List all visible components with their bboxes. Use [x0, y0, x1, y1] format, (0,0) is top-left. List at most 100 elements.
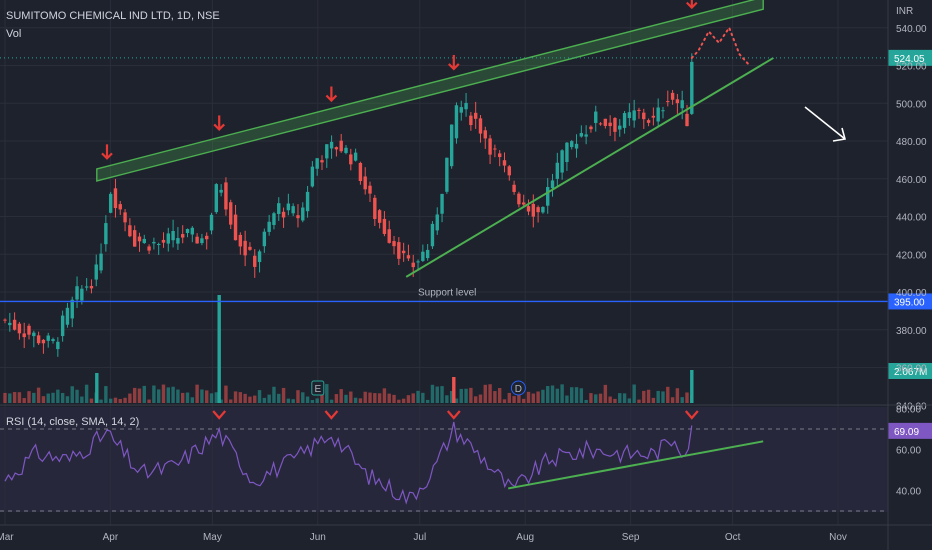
- volume-bar: [22, 398, 26, 403]
- candle-body: [546, 187, 550, 206]
- volume-bar: [27, 391, 31, 403]
- candle-body: [17, 323, 22, 334]
- price-tick-label: 360.00: [896, 364, 927, 375]
- volume-bar: [368, 392, 372, 403]
- volume-bars: [3, 295, 694, 403]
- candle-body: [267, 221, 271, 232]
- candle-body: [118, 204, 122, 210]
- candle-body: [637, 109, 641, 111]
- candle-body: [238, 234, 243, 247]
- candle-body: [3, 319, 7, 321]
- volume-bar: [272, 386, 276, 403]
- candle-body: [454, 105, 459, 139]
- candle-body: [560, 150, 564, 173]
- support-label: Support level: [418, 287, 476, 298]
- volume-bar: [185, 392, 190, 403]
- candle-body: [589, 126, 593, 130]
- candle-body: [507, 166, 511, 176]
- volume-bar: [238, 392, 243, 403]
- candle-body: [123, 212, 127, 223]
- candle-body: [219, 189, 223, 193]
- volume-bar: [277, 393, 281, 403]
- red-arrow-head-icon: [101, 152, 113, 160]
- volume-bar: [646, 389, 651, 403]
- candle-body: [32, 332, 36, 337]
- price-tick-label: 380.00: [896, 326, 927, 337]
- volume-bar: [680, 397, 684, 403]
- candle-body: [613, 118, 617, 132]
- candle-body: [22, 333, 26, 338]
- volume-bar: [666, 386, 670, 403]
- volume-bar: [430, 384, 435, 403]
- rsi-chart: 69.09: [0, 410, 932, 512]
- rsi-pane: [0, 407, 888, 512]
- candle-body: [257, 251, 262, 263]
- candle-body: [421, 251, 425, 261]
- candle-body: [80, 288, 84, 301]
- candle-body: [339, 140, 343, 152]
- price-tick-label: 340.00: [896, 401, 927, 412]
- volume-bar: [296, 390, 300, 403]
- candle-body: [373, 197, 377, 220]
- candle-body: [190, 227, 195, 235]
- volume-bar: [416, 390, 420, 403]
- volume-bar: [305, 396, 310, 403]
- volume-spike: [217, 295, 221, 403]
- symbol-title: SUMITOMO CHEMICAL IND LTD, 1D, NSE: [6, 10, 220, 22]
- volume-bar: [190, 397, 195, 403]
- volume-bar: [200, 389, 204, 403]
- volume-bar: [401, 398, 406, 403]
- volume-bar: [642, 390, 646, 403]
- volume-bar: [670, 397, 675, 403]
- candle-body: [627, 112, 632, 119]
- candle-body: [517, 193, 521, 205]
- volume-bar: [483, 384, 487, 403]
- price-tick-label: 540.00: [896, 24, 927, 35]
- volume-bar: [233, 391, 238, 403]
- volume-bar: [41, 396, 46, 403]
- volume-bar: [152, 385, 156, 403]
- month-label: Sep: [622, 532, 640, 543]
- volume-bar: [598, 393, 603, 403]
- candle-body: [651, 115, 656, 118]
- candle-body: [209, 214, 214, 231]
- volume-bar: [435, 386, 439, 403]
- volume-bar: [281, 387, 286, 403]
- candle-body: [541, 206, 545, 213]
- candle-body: [310, 166, 315, 187]
- volume-bar: [12, 392, 17, 403]
- candle-body: [387, 229, 391, 243]
- candle-body: [325, 144, 329, 159]
- earnings-marker: [311, 380, 325, 396]
- volume-bar: [257, 390, 262, 403]
- grid: [0, 0, 888, 525]
- rsi-red-chevron-icon: [212, 410, 227, 420]
- candle-body: [36, 335, 41, 344]
- month-label: Oct: [725, 532, 741, 543]
- candle-body: [296, 215, 300, 219]
- candle-body: [349, 154, 353, 165]
- candle-body: [262, 231, 267, 247]
- candle-body: [358, 162, 363, 181]
- volume-bar: [608, 396, 612, 403]
- candle-body: [152, 241, 156, 244]
- rsi-trendline: [508, 440, 764, 490]
- volume-bar: [560, 384, 564, 403]
- support-badge: [888, 293, 932, 310]
- axes: 340.00 360.00 380.00 400.00 420.00 440.00 460.…: [0, 6, 927, 543]
- rsi-tick-label: 80.00: [896, 405, 921, 416]
- candle-body: [666, 101, 670, 103]
- volume-bar: [445, 395, 449, 403]
- candle-body: [570, 141, 574, 148]
- price-tick-label: 400.00: [896, 288, 927, 299]
- candle-body: [642, 112, 646, 120]
- volume-bar: [454, 398, 459, 403]
- candle-body: [656, 107, 660, 122]
- support-badge-text: 395.00: [894, 297, 925, 308]
- volume-bar: [8, 393, 12, 403]
- volume-bar: [526, 391, 531, 403]
- currency-label: INR: [896, 6, 913, 17]
- candle-body: [89, 285, 94, 289]
- candle-body: [214, 184, 219, 213]
